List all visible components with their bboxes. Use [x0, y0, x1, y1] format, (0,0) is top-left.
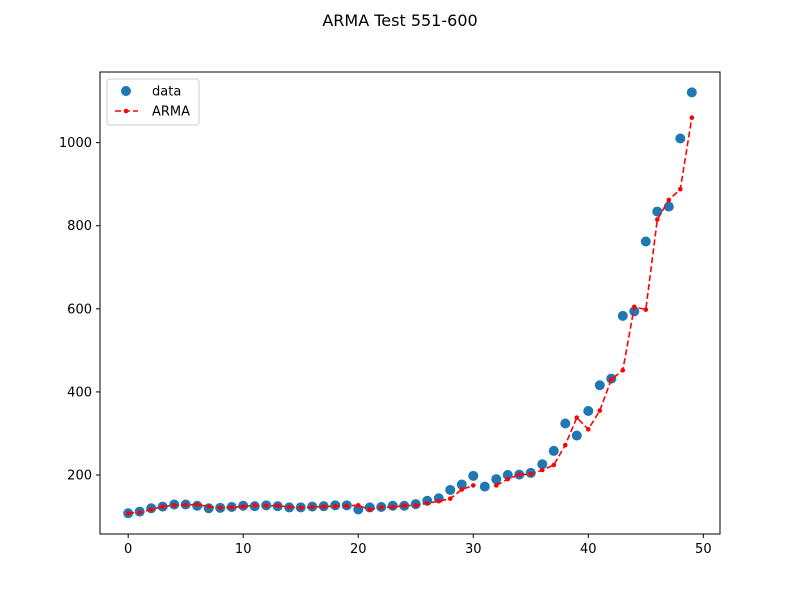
arma-point [171, 503, 177, 508]
data-point [491, 474, 502, 485]
legend-arma-label: ARMA [152, 105, 190, 120]
arma-line [495, 117, 693, 487]
arma-point [378, 505, 384, 510]
chart-title: ARMA Test 551-600 [322, 11, 477, 30]
arma-point [148, 507, 154, 512]
arma-point [252, 503, 258, 508]
plot-area [100, 72, 720, 534]
arma-point [275, 503, 281, 509]
arma-point [689, 115, 695, 121]
arma-point [183, 502, 188, 508]
arma-point [401, 503, 407, 509]
arma-point [505, 476, 511, 482]
arma-point [655, 217, 660, 222]
legend-data-marker [121, 86, 131, 96]
x-tick-label: 20 [350, 542, 367, 557]
y-tick-label: 400 [67, 385, 92, 400]
legend-arma-marker [123, 108, 129, 114]
arma-point [493, 483, 499, 488]
arma-point [309, 504, 315, 510]
arma-point [332, 503, 338, 509]
arma-point [217, 505, 223, 511]
data-point [456, 479, 467, 490]
x-tick-label: 10 [235, 542, 252, 557]
x-tick-label: 30 [465, 542, 482, 557]
data-point [629, 306, 640, 317]
data-point [479, 481, 490, 492]
arma-point [551, 462, 557, 468]
arma-point [321, 504, 327, 509]
arma-point [390, 504, 396, 510]
arma-point [470, 483, 476, 488]
plot-frame [99, 71, 721, 535]
arma-point [620, 368, 626, 373]
data-point [468, 470, 479, 481]
arma-point [367, 507, 373, 512]
arma-point [459, 487, 465, 492]
arma-point [574, 415, 580, 420]
arma-point [424, 500, 430, 506]
data-point [537, 459, 548, 470]
arma-point [597, 408, 603, 413]
arma-point [666, 197, 672, 203]
data-point [560, 418, 571, 429]
arma-point [413, 503, 419, 508]
data-point [594, 380, 605, 391]
arma-point [125, 510, 131, 516]
arma-point [298, 505, 304, 511]
arma-point [528, 471, 534, 477]
data-point [502, 470, 513, 481]
legend-data-label: data [152, 85, 181, 100]
arma-point [194, 502, 200, 507]
data-point [445, 484, 456, 495]
data-point [663, 201, 674, 212]
arma-point [286, 504, 292, 510]
arma-point [608, 377, 614, 382]
y-tick-label: 800 [67, 219, 92, 234]
arma-point [539, 467, 545, 473]
arma-point [632, 304, 637, 310]
x-tick-label: 0 [124, 542, 132, 557]
data-point [617, 310, 628, 321]
data-point [675, 133, 686, 144]
y-tick-label: 600 [67, 302, 92, 317]
arma-point [678, 186, 683, 192]
x-tick-label: 50 [695, 542, 712, 557]
data-point [571, 430, 582, 441]
arma-point [516, 472, 522, 477]
arma-point [344, 503, 350, 509]
x-tick-label: 40 [580, 542, 597, 557]
arma-point [160, 504, 165, 509]
arma-point [436, 498, 442, 504]
data-point [686, 87, 697, 98]
arma-point [240, 504, 246, 509]
arma-point [562, 442, 568, 448]
arma-point [229, 505, 235, 510]
arma-point [585, 427, 591, 432]
arma-point [263, 503, 269, 509]
data-point [640, 236, 651, 247]
arma-point [137, 510, 142, 515]
arma-point [447, 496, 453, 501]
arma-point [206, 504, 212, 509]
arma-point [643, 307, 649, 312]
data-point [548, 445, 559, 456]
y-tick-label: 200 [67, 469, 92, 484]
data-point [583, 406, 594, 417]
arma-point [355, 503, 361, 508]
y-tick-label: 1000 [59, 136, 92, 151]
